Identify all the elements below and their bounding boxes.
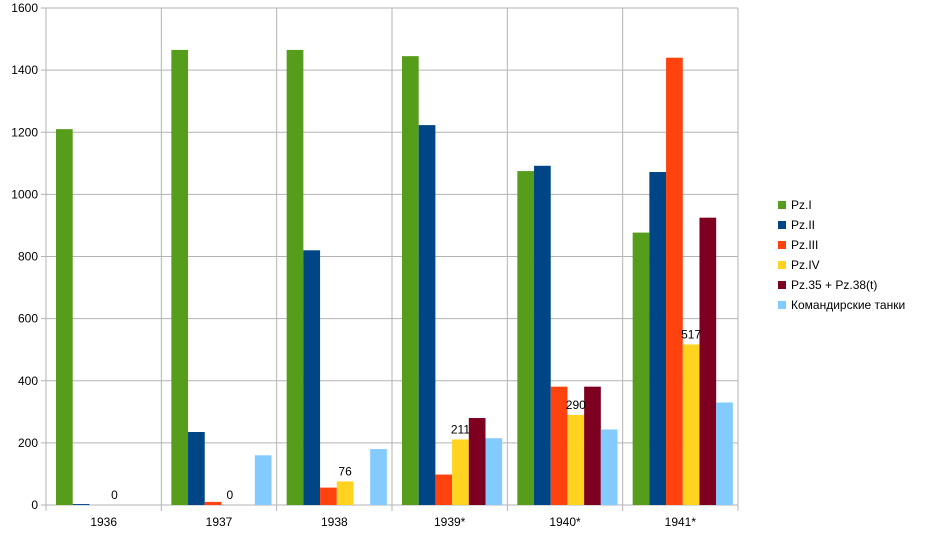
bar [303,250,321,505]
legend-item: Pz.I [778,195,905,215]
bar [600,429,618,505]
y-tick-label: 600 [18,312,38,326]
x-tick-label: 1936 [90,515,117,529]
gridlines [45,7,739,506]
data-label: 76 [338,464,352,478]
legend-label: Командирские танки [791,298,906,312]
data-label: 211 [451,422,470,436]
bar [632,232,650,505]
bar [56,129,73,506]
bar [320,487,337,505]
data-label: 517 [681,327,701,341]
data-label: 0 [111,488,118,502]
legend-label: Pz.I [791,198,812,212]
bar [567,414,585,505]
bar [584,386,601,505]
bar [682,344,700,505]
data-labels: 0 0 76 211 290 517 [111,327,701,502]
legend-item: Pz.III [778,235,905,255]
bar [468,418,486,505]
bar [534,165,551,506]
bar [336,481,354,505]
bar [188,432,205,505]
legend-label: Pz.35 + Pz.38(t) [791,278,878,292]
legend-swatch [778,201,786,209]
y-tick-label: 400 [18,374,38,388]
legend-swatch [778,301,786,309]
x-tick-label: 1939* [434,515,466,529]
y-tick-label: 1200 [11,125,38,139]
bar [402,56,419,505]
legend-item: Pz.IV [778,255,905,275]
bar [517,171,535,505]
bar [418,125,436,505]
legend-label: Pz.IV [791,258,820,272]
bar [649,172,667,505]
bar [716,402,733,505]
x-tick-label: 1938 [321,515,348,529]
bar [550,386,568,505]
data-label: 0 [226,488,233,502]
bar [435,474,453,505]
bar [370,449,387,505]
bar [204,501,222,505]
legend-swatch [778,261,786,269]
chart-legend: Pz.I Pz.II Pz.III Pz.IV Pz.35 + Pz.38(t) Кома… [778,195,905,315]
bar [72,504,90,505]
legend-item: Командирские танки [778,295,905,315]
legend-item: Pz.II [778,215,905,235]
legend-swatch [778,241,786,249]
y-tick-label: 800 [18,250,38,264]
legend-swatch [778,221,786,229]
bar [286,49,304,505]
y-tick-label: 1000 [11,187,38,201]
legend-label: Pz.II [791,218,816,232]
y-tick-label: 1400 [11,63,38,77]
y-tick-label: 1600 [11,1,38,15]
x-tick-label: 1941* [665,515,697,529]
bar [171,49,189,505]
x-tick-label: 1940* [549,515,581,529]
legend-item: Pz.35 + Pz.38(t) [778,275,905,295]
bar [452,439,469,505]
axes: 0 200 400 600 800 1000 1200 1400 1600 1936 1937 193… [11,1,739,529]
bar [666,57,683,505]
data-label: 290 [566,398,586,412]
x-tick-label: 1937 [206,515,233,529]
bars [56,49,733,506]
bar [254,455,272,505]
legend-swatch [778,281,786,289]
legend-label: Pz.III [791,238,819,252]
y-tick-label: 200 [18,436,38,450]
y-tick-label: 0 [31,498,38,512]
bar [699,217,717,505]
bar [485,438,503,505]
